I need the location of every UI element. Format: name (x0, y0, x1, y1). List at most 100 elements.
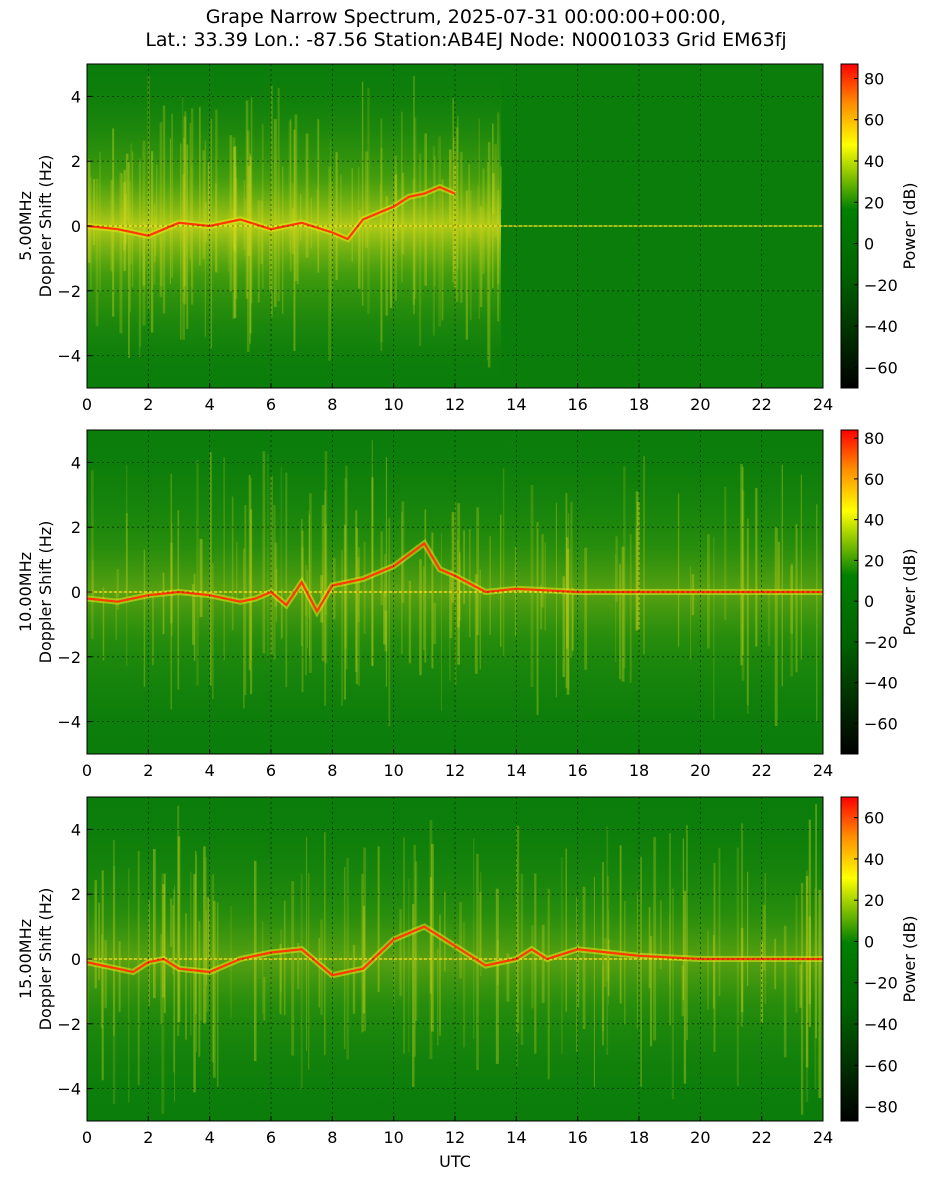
texture-streak (328, 166, 332, 361)
x-tick-label: 10 (383, 761, 403, 780)
texture-streak (214, 183, 218, 273)
x-tick-label: 6 (266, 1128, 276, 1147)
texture-streak (536, 522, 539, 715)
texture-streak (623, 466, 626, 669)
texture-streak (205, 910, 207, 986)
texture-streak (615, 536, 618, 602)
x-tick-label: 12 (445, 761, 465, 780)
texture-streak (544, 542, 547, 631)
y-tick-label: −4 (57, 713, 81, 732)
texture-streak (566, 548, 570, 695)
y-tick-label: −2 (57, 282, 81, 301)
texture-streak (571, 587, 574, 651)
texture-streak (262, 451, 266, 654)
colorbar-tick-label: −40 (864, 317, 898, 336)
texture-streak (607, 939, 610, 997)
texture-streak (269, 236, 272, 292)
texture-streak (355, 527, 359, 685)
y-tick-label: 4 (71, 820, 81, 839)
texture-streak (355, 510, 358, 673)
texture-streak (455, 127, 459, 302)
texture-streak (774, 938, 777, 990)
texture-streak (300, 873, 303, 1090)
texture-streak (363, 847, 367, 1032)
texture-streak (677, 493, 680, 647)
texture-streak (547, 888, 550, 1080)
x-tick-label: 4 (205, 761, 215, 780)
texture-streak (270, 85, 273, 317)
texture-streak (643, 456, 645, 655)
x-tick-label: 14 (506, 1128, 526, 1147)
texture-streak (161, 873, 165, 1114)
texture-streak (91, 560, 95, 603)
texture-streak (94, 879, 97, 989)
texture-streak (463, 530, 465, 605)
texture-streak (462, 921, 466, 1048)
x-tick-label: 2 (143, 395, 153, 414)
texture-streak (712, 934, 715, 1009)
texture-streak (424, 133, 427, 286)
texture-streak (195, 851, 197, 1014)
texture-streak (202, 150, 205, 260)
texture-streak (621, 546, 625, 682)
colorbar-tick-label: 40 (864, 152, 884, 171)
y-axis-label: 10.00MHzDoppler Shift (Hz) (16, 521, 55, 664)
texture-streak (681, 965, 685, 1017)
texture-streak (91, 470, 94, 640)
texture-streak (619, 845, 622, 1004)
texture-streak (790, 563, 793, 634)
texture-streak (257, 200, 260, 303)
texture-streak (562, 576, 566, 677)
colorbar-tick-label: 0 (864, 235, 874, 254)
texture-streak (414, 861, 418, 1021)
texture-streak (196, 459, 199, 686)
texture-streak (152, 596, 154, 666)
texture-streak (171, 113, 173, 278)
texture-streak (104, 940, 107, 1009)
texture-streak (606, 826, 609, 1055)
texture-streak (799, 964, 802, 1008)
texture-streak (449, 569, 453, 638)
y-axis-label-line: 15.00MHz (16, 919, 35, 999)
colorbar-tick-label: 20 (864, 551, 884, 570)
texture-streak (357, 547, 361, 686)
texture-streak (297, 942, 300, 990)
y-axis-label: 5.00MHzDoppler Shift (Hz) (16, 155, 55, 298)
texture-streak (227, 210, 230, 272)
texture-streak (494, 144, 497, 238)
texture-streak (281, 589, 283, 638)
colorbar-tick-label: −40 (864, 674, 898, 693)
texture-streak (204, 202, 207, 243)
x-tick-label: 8 (327, 761, 337, 780)
texture-streak (199, 107, 201, 266)
texture-streak (233, 146, 236, 251)
x-tick-label: 0 (82, 1128, 92, 1147)
texture-streak (689, 565, 692, 660)
panel-15.00MHz: 0 2 4 6 8 10 12 14 16 18 20 22 24−4−202415.00MHzDopp… (16, 796, 919, 1171)
texture-streak (343, 524, 347, 700)
texture-streak (93, 179, 96, 246)
texture-streak (174, 885, 176, 1102)
texture-streak (285, 472, 288, 688)
texture-streak (659, 900, 662, 970)
colorbar-tick-label: −20 (864, 276, 898, 295)
texture-streak (290, 119, 292, 272)
texture-streak (95, 178, 99, 327)
texture-streak (127, 868, 130, 1103)
texture-streak (159, 236, 163, 287)
texture-streak (401, 501, 405, 603)
colorbar (840, 63, 859, 389)
x-tick-label: 2 (143, 1128, 153, 1147)
texture-streak (567, 513, 570, 691)
colorbar-tick-label: −40 (864, 1015, 898, 1034)
texture-streak (191, 108, 194, 305)
texture-streak (155, 215, 157, 257)
texture-streak (624, 900, 626, 1025)
y-axis-label-line: 5.00MHz (16, 191, 35, 261)
texture-streak (815, 804, 817, 1039)
texture-streak (236, 542, 238, 600)
texture-streak (207, 897, 210, 959)
colorbar-label: Power (dB) (900, 548, 919, 635)
texture-streak (205, 896, 209, 1012)
x-axis-label: UTC (439, 1152, 471, 1171)
